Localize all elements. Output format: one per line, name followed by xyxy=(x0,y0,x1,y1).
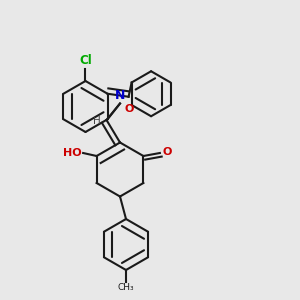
Text: CH₃: CH₃ xyxy=(118,284,134,292)
Text: O: O xyxy=(125,104,134,114)
Text: N: N xyxy=(115,89,125,102)
Text: H: H xyxy=(93,116,101,127)
Text: HO: HO xyxy=(63,148,82,158)
Text: O: O xyxy=(162,147,172,158)
Text: Cl: Cl xyxy=(79,54,92,67)
